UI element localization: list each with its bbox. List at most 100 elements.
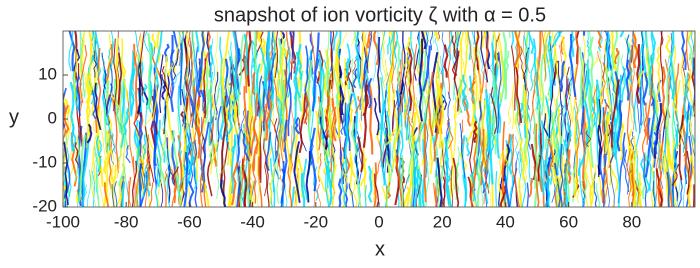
field-streak — [166, 60, 175, 78]
field-streak — [537, 96, 541, 156]
field-streak — [116, 110, 123, 179]
field-streak — [215, 58, 223, 105]
field-streak — [317, 183, 321, 207]
field-streak — [359, 157, 368, 187]
field-streak — [352, 177, 358, 207]
field-streak — [470, 176, 477, 207]
field-streak — [445, 178, 450, 207]
field-streak — [589, 56, 599, 73]
field-streak — [243, 127, 253, 147]
field-streak — [392, 31, 397, 70]
field-streak — [104, 182, 110, 207]
field-streak — [637, 70, 645, 88]
field-streak — [91, 159, 97, 207]
field-streak — [401, 48, 409, 128]
field-streak — [103, 80, 110, 154]
field-streak — [354, 31, 362, 89]
field-streak — [135, 149, 143, 207]
field-streak — [441, 141, 446, 207]
field-streak — [169, 49, 175, 68]
field-streak — [126, 90, 135, 173]
field-streak — [149, 182, 154, 207]
field-streak — [475, 120, 481, 182]
field-streak — [332, 31, 338, 51]
field-streak — [505, 146, 509, 166]
field-streak — [96, 65, 100, 88]
field-streak — [127, 180, 132, 207]
field-streak — [519, 138, 526, 182]
field-streak — [198, 106, 209, 144]
field-streak — [138, 121, 144, 192]
field-streak — [63, 87, 67, 128]
field-streak — [211, 38, 215, 93]
field-streak — [252, 128, 259, 172]
field-streak — [651, 130, 655, 207]
field-streak — [659, 31, 664, 86]
field-streak — [74, 142, 79, 169]
field-streak — [227, 50, 234, 122]
field-streak — [311, 32, 320, 112]
field-streak — [156, 31, 162, 64]
field-streak — [330, 106, 337, 172]
field-streak — [382, 58, 388, 89]
field-streak — [159, 54, 164, 113]
field-streak — [514, 136, 522, 177]
field-streak — [232, 31, 239, 101]
field-streak — [268, 164, 276, 207]
field-streak — [633, 135, 638, 175]
field-streak — [514, 167, 521, 207]
field-streak — [485, 146, 491, 190]
y-tick-label: 0 — [48, 108, 57, 127]
field-streak — [411, 43, 418, 124]
field-streak — [77, 135, 87, 202]
field-streak — [633, 118, 645, 162]
field-streak — [412, 141, 418, 207]
field-streak — [183, 67, 189, 126]
field-streak — [462, 74, 469, 110]
field-streak — [86, 123, 93, 144]
field-streak — [68, 31, 74, 72]
field-streak — [509, 161, 518, 207]
field-streak — [326, 96, 330, 138]
field-streak — [242, 124, 249, 202]
field-streak — [121, 181, 126, 207]
field-streak — [120, 175, 125, 207]
field-streak — [661, 66, 667, 130]
field-streak — [317, 166, 326, 193]
field-streak — [144, 126, 155, 183]
field-streak — [673, 131, 679, 172]
field-streak — [653, 170, 657, 207]
field-streak — [438, 88, 445, 149]
field-streak — [645, 55, 654, 140]
field-streak — [264, 86, 273, 141]
field-streak — [604, 87, 612, 154]
field-streak — [599, 78, 606, 108]
field-streak — [251, 72, 256, 96]
field-streak — [123, 108, 130, 136]
field-streak — [307, 59, 313, 140]
field-streak — [434, 180, 438, 207]
field-streak — [515, 116, 521, 149]
field-streak — [385, 159, 391, 207]
field-streak — [511, 78, 516, 130]
field-streak — [99, 110, 108, 187]
field-streak — [375, 141, 383, 178]
field-streak — [346, 43, 351, 90]
field-streak — [240, 107, 246, 138]
field-streak — [495, 171, 498, 207]
field-streak — [682, 156, 690, 207]
field-streak — [225, 56, 233, 108]
field-streak — [422, 45, 431, 92]
x-tick-label: -20 — [304, 212, 329, 231]
field-streak — [119, 78, 126, 148]
field-streak — [248, 177, 252, 207]
field-streak — [305, 150, 311, 203]
field-streak — [641, 128, 647, 162]
field-streak — [609, 31, 614, 60]
field-streak — [459, 152, 468, 173]
field-streak — [346, 58, 354, 120]
field-streak — [502, 31, 508, 100]
field-streak — [362, 84, 369, 148]
field-streak — [579, 46, 584, 109]
